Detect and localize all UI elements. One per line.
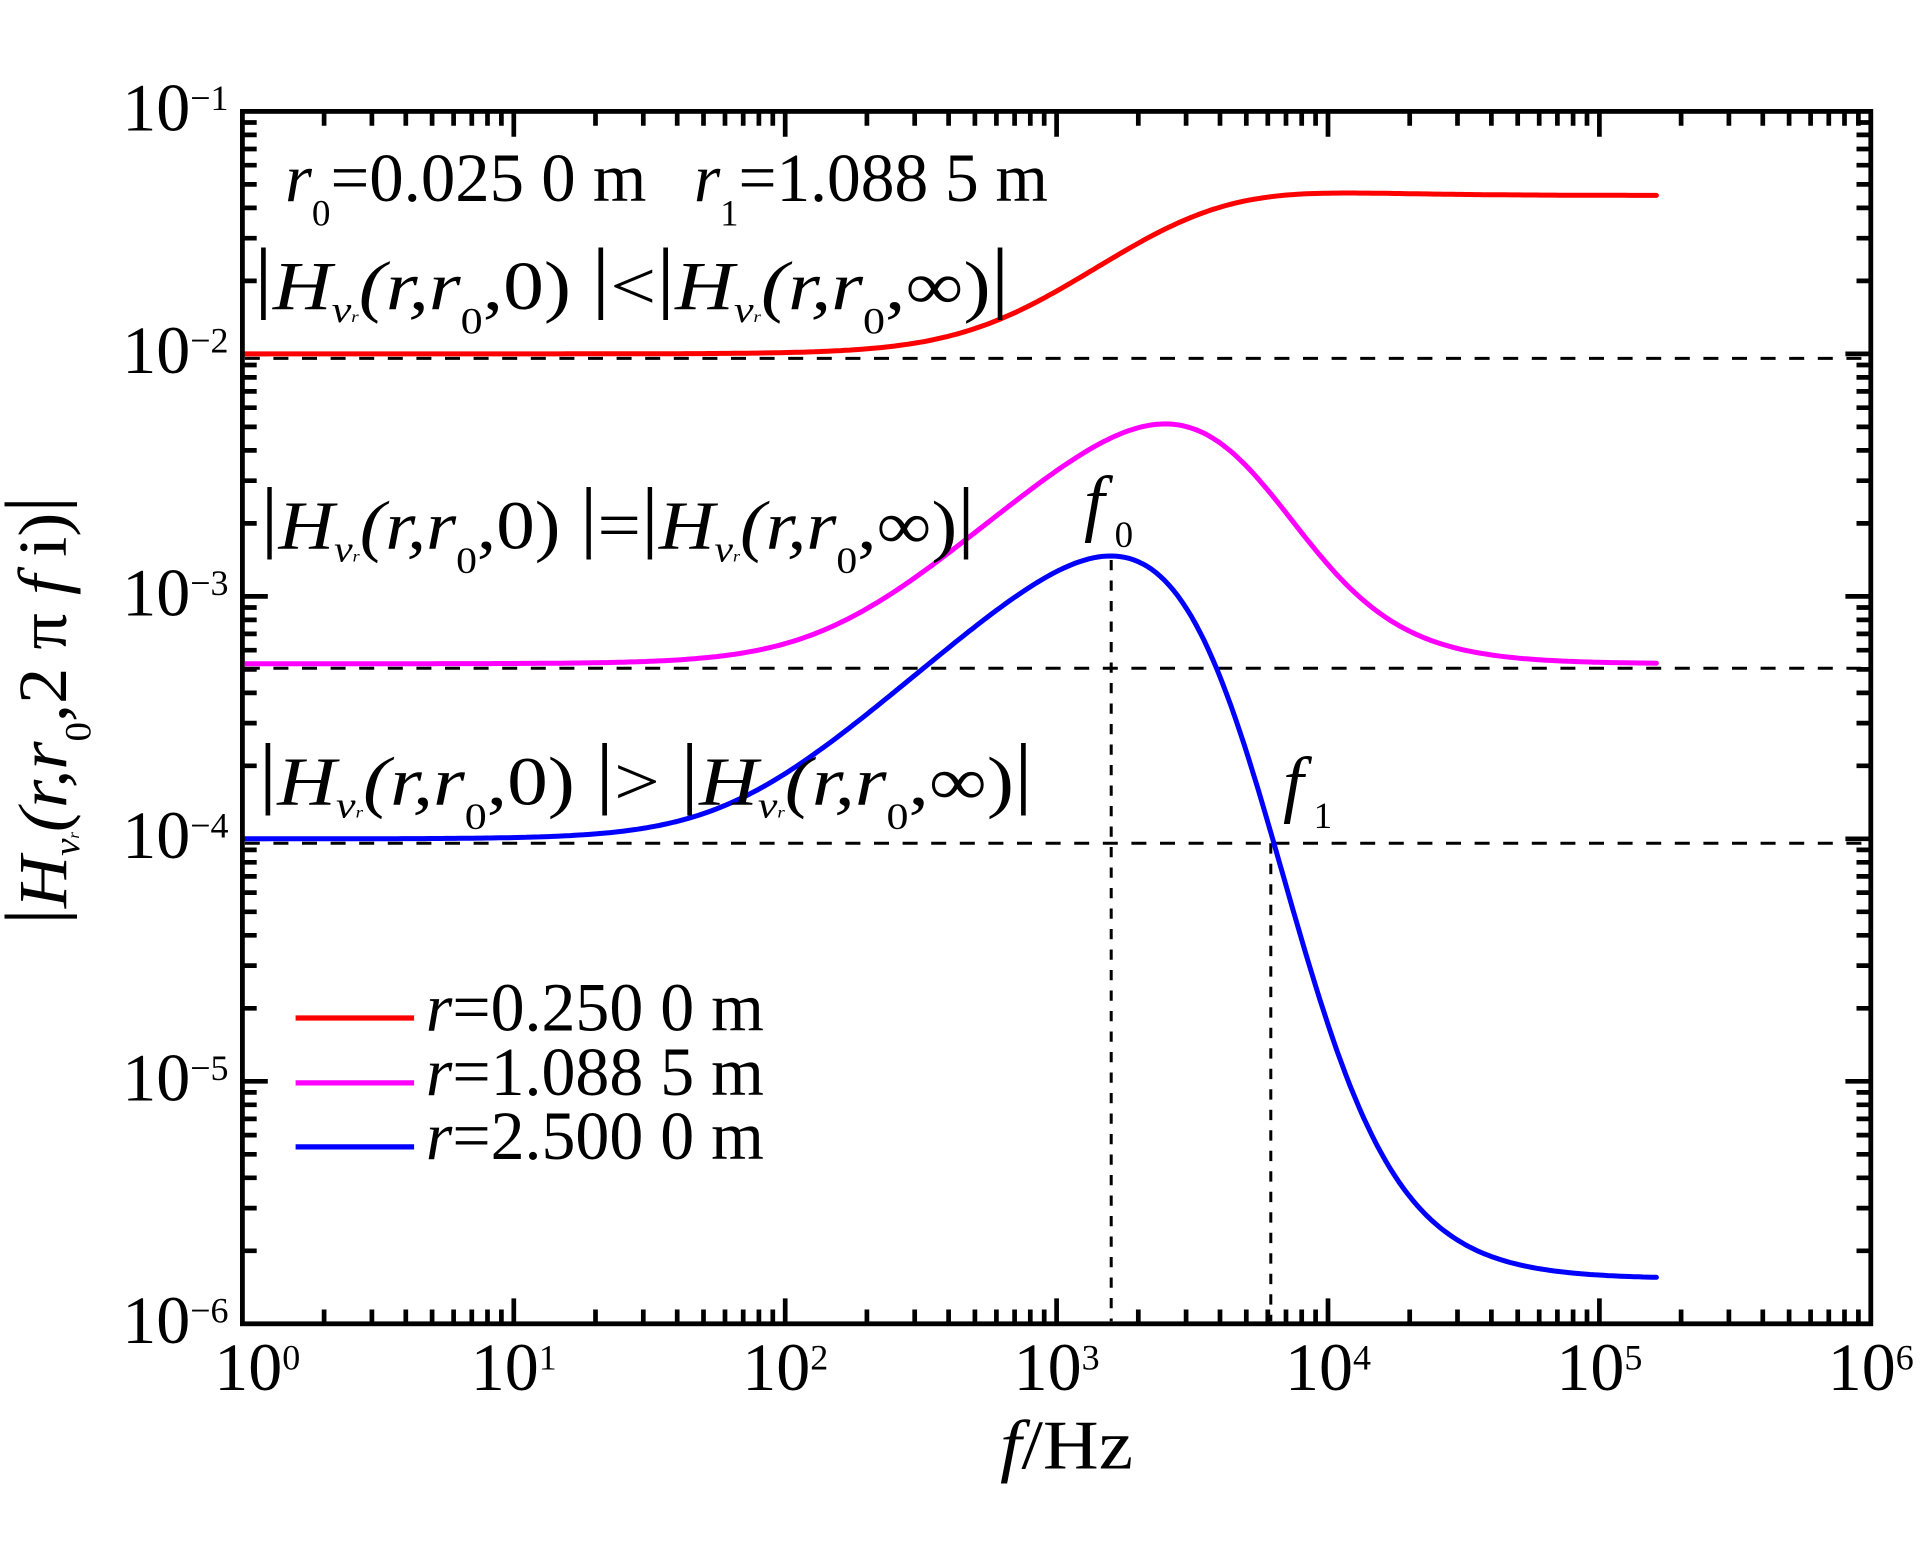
svg-text:10−4: 10−4 [122,797,228,873]
svg-text:r=1.088 5 m: r=1.088 5 m [426,1034,764,1110]
svg-text:10−6: 10−6 [122,1282,228,1358]
svg-text:f/Hz: f/Hz [1000,1408,1133,1485]
svg-text:10−5: 10−5 [122,1039,228,1115]
svg-text:105: 105 [1556,1329,1642,1405]
svg-text:r=2.500 0 m: r=2.500 0 m [426,1098,764,1174]
svg-text:|​Hvr​(r,r0​,2 π f i)|​: |​Hvr​(r,r0​,2 π f i)|​ [0,496,100,925]
svg-text:r=0.250 0 m: r=0.250 0 m [426,969,764,1045]
